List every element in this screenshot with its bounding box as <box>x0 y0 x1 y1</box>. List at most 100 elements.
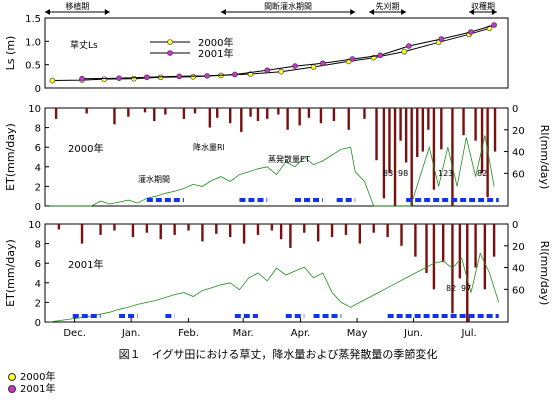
et-rain-2001-panel: 0 2 4 6 8 10 0 20 40 60 ET(mm/day) Rl(mm/day) 2001年 8… <box>4 220 551 329</box>
y-left-tick-label: 0 <box>35 318 41 329</box>
x-tick-label: Feb. <box>178 328 199 339</box>
phase-arrow-head <box>369 9 375 15</box>
rain-bar <box>440 108 443 150</box>
data-point <box>468 29 474 35</box>
rain-bar <box>85 108 88 114</box>
rain-bar <box>416 108 419 157</box>
legend-item-2001: 2001年 <box>8 384 55 396</box>
rain-bar <box>159 224 162 240</box>
legend-item-2000: 2000年 <box>8 372 55 384</box>
y-left-tick-label: 6 <box>35 259 41 270</box>
rain-bar <box>427 108 430 130</box>
phase-arrow-head <box>104 9 110 15</box>
rain-bar <box>173 224 176 235</box>
rain-bar <box>307 108 311 118</box>
data-point <box>176 73 183 80</box>
rain-bar <box>193 108 197 114</box>
rain-bar <box>240 108 243 132</box>
phase-arrow-head <box>220 9 226 15</box>
plot-frame <box>44 17 509 89</box>
rain-bar <box>164 108 167 115</box>
rain-bar <box>215 224 218 234</box>
y-left-tick-label: 10 <box>28 220 41 231</box>
y-right-axis-label: Rl(mm/day) <box>538 241 551 306</box>
legend-dot-2000 <box>8 373 16 381</box>
data-point <box>491 22 497 28</box>
rain-bar <box>332 108 336 122</box>
rain-bar <box>451 224 454 314</box>
rain-bar <box>143 108 147 113</box>
rain-bar <box>344 224 348 235</box>
y-left-tick-label: 8 <box>35 124 41 135</box>
rain-bar <box>182 108 186 119</box>
rain-bar <box>286 108 289 130</box>
year-label: 2001年 <box>68 258 103 271</box>
rain-bar <box>256 108 260 122</box>
data-point <box>264 67 271 74</box>
rain-bar <box>298 108 301 126</box>
legend-label-2001: 2001年 <box>20 384 56 395</box>
y-left-axis-label: ET(mm/day) <box>4 239 17 307</box>
rain-bar <box>229 224 232 238</box>
y-left-tick-label: 4 <box>35 163 41 174</box>
data-point <box>232 71 238 78</box>
legend-marker <box>167 39 173 45</box>
y-right-tick-label: 40 <box>512 264 525 275</box>
phase-label: 収穫期 <box>471 1 495 11</box>
rain-bar <box>400 224 403 246</box>
data-point <box>401 48 408 55</box>
series-line <box>52 27 490 81</box>
rain-series-label: 降水量Rl <box>193 142 225 152</box>
x-tick-label: Apr. <box>291 328 311 339</box>
y-left-tick-label: 10 <box>28 104 41 115</box>
rain-bar <box>399 108 402 141</box>
rain-bar <box>113 108 116 125</box>
phase-arrow-head <box>401 9 407 15</box>
rain-bar <box>410 108 413 206</box>
data-point <box>319 60 326 67</box>
rain-bar <box>421 108 425 152</box>
rain-bar <box>375 108 378 161</box>
rain-bar <box>358 224 362 244</box>
et-line <box>49 252 500 323</box>
x-tick-label: May <box>347 328 368 339</box>
y-left-axis-label: ET(mm/day) <box>4 123 17 191</box>
rain-bar <box>414 224 417 257</box>
rain-bar <box>99 224 102 235</box>
phase-label: 間断灌水期間 <box>264 1 312 11</box>
rain-bar <box>57 224 61 230</box>
x-tick-label: Jul. <box>460 328 476 339</box>
rain-bar <box>145 224 149 233</box>
y-left-tick-label: 0 <box>35 202 41 213</box>
phase-arrow-head <box>491 9 497 15</box>
legend-marker <box>167 50 173 56</box>
rain-bar <box>201 224 204 242</box>
et-series-label: 蒸発散量ET <box>268 154 310 164</box>
y-tick-label: 0 <box>35 84 41 95</box>
data-point <box>438 36 445 42</box>
rain-bar <box>466 224 469 322</box>
rain-bar <box>216 108 219 118</box>
y-left-tick-label: 2 <box>35 298 41 309</box>
y-right-tick-label: 60 <box>512 169 525 180</box>
y-right-axis-label: Rl(mm/day) <box>538 125 551 190</box>
rain-bar <box>279 224 283 240</box>
legend-label-2000: 2000年 <box>20 372 56 383</box>
legend-dot-2001 <box>8 385 16 393</box>
phase-arrow-head <box>350 9 356 15</box>
rain-bar <box>425 224 428 273</box>
phase-arrow-head <box>45 9 50 15</box>
data-point <box>406 43 412 49</box>
rain-bar <box>242 224 246 244</box>
et-rain-2000-panel: 0 2 4 6 8 10 0 20 40 60 ET(mm/day) Rl(mm/day) 2000年 降… <box>4 104 551 213</box>
rain-bar <box>474 108 477 141</box>
data-point <box>310 64 317 70</box>
x-tick-label: Jun. <box>403 328 423 339</box>
irrigation-label: 灌水期間 <box>138 174 170 184</box>
y-right-tick-label: 40 <box>512 148 525 159</box>
data-point <box>292 63 298 69</box>
data-point <box>144 74 150 81</box>
rain-bar <box>492 224 496 257</box>
rain-bar <box>127 108 130 117</box>
